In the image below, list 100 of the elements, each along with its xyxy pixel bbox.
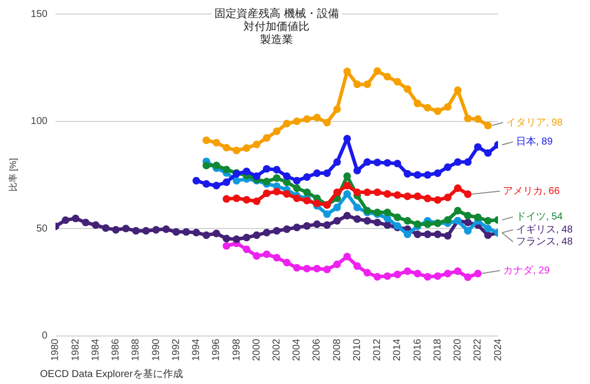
annotation: フランス, 48 [516,236,574,248]
point [444,270,452,278]
point [343,182,351,190]
point [424,194,432,202]
point [454,206,462,214]
point [474,115,482,123]
point [182,228,190,236]
point [464,212,472,220]
point [484,231,492,239]
point [414,100,422,108]
point [414,230,422,238]
point [464,114,472,122]
point [484,224,492,232]
point [92,221,100,229]
point [293,194,301,202]
point [353,80,361,88]
point [272,227,281,235]
point [343,134,351,142]
point [374,158,382,166]
point [262,228,270,236]
point [222,242,230,250]
annotation: イギリス, 48 [516,224,574,236]
y-tick-label: 0 [42,330,48,342]
x-tick-label: 1992 [170,338,182,362]
point [62,216,70,224]
point [293,264,301,272]
x-tick-label: 1996 [211,338,222,362]
point [283,258,291,266]
y-tick-label: 150 [30,8,48,20]
point [323,266,331,274]
point [384,221,392,229]
point [374,67,382,75]
point [283,190,291,198]
x-tick-label: 1984 [90,338,102,362]
point [404,85,412,93]
point [212,230,220,238]
point [242,196,250,204]
point [242,246,250,254]
point [464,227,472,235]
point [434,169,442,177]
text: OECD Data Explorerを基に作成 [40,368,183,380]
point [414,270,422,278]
point [262,165,270,173]
x-tick-label: 2020 [452,338,464,362]
point [333,216,341,225]
point [313,264,321,272]
point [363,216,372,225]
text: 対付加価値比製造業 [244,20,310,46]
point [242,144,250,152]
point [222,178,230,186]
x-tick-label: 1998 [231,338,242,362]
point [424,104,432,112]
point [404,230,412,238]
point [394,160,402,168]
point [272,166,281,174]
point [384,190,392,198]
point [384,159,392,167]
point [323,118,331,126]
point [454,158,462,166]
point [414,192,422,200]
point [333,260,341,268]
point [272,174,281,182]
point [313,169,321,177]
point [484,216,492,225]
point [303,188,311,196]
x-tick-label: 2002 [271,338,282,362]
point [323,169,331,177]
point [303,196,311,204]
point [484,149,492,157]
x-tick-label: 1986 [110,338,122,362]
point [222,144,230,152]
point [454,184,462,192]
point [384,208,392,216]
point [464,218,472,226]
point [252,172,260,180]
point [252,252,260,260]
x-tick-label: 2018 [432,338,444,362]
point [434,272,442,280]
point [384,272,392,280]
point [262,178,270,186]
annotation: ドイツ, 54 [516,212,564,223]
point [192,228,200,236]
point [424,272,432,281]
point [202,231,210,239]
point [162,225,170,233]
point [343,252,351,260]
annotation: 日本, 89 [516,136,554,148]
point [444,232,452,240]
point [474,143,482,151]
point [132,227,140,235]
point [384,72,392,80]
point [222,234,230,242]
point [283,172,291,180]
point [414,220,422,228]
point [252,231,260,239]
point [202,136,210,144]
point [353,262,361,270]
point [394,214,402,222]
annotation: イタリア, 98 [506,117,564,128]
point [353,215,361,223]
